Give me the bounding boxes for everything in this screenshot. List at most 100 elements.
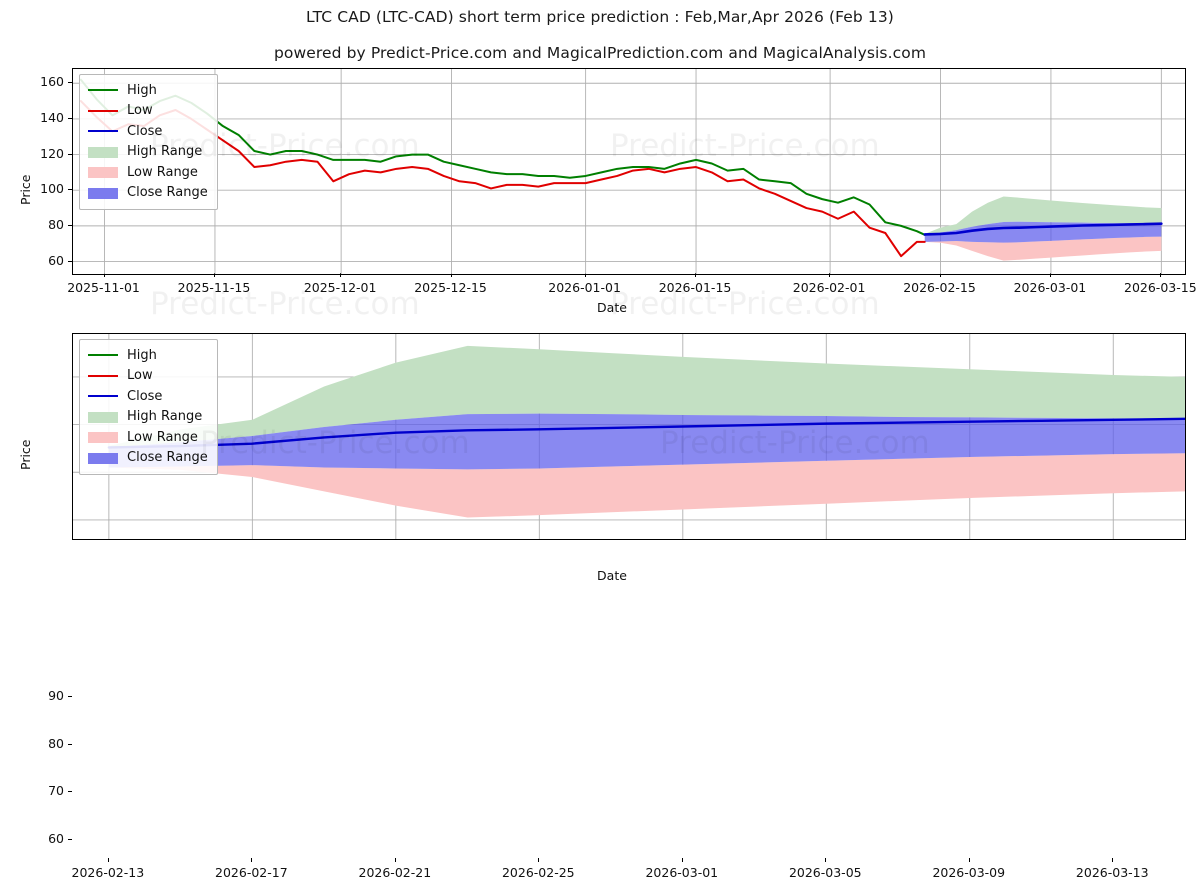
top-chart-x-tick-mark [450, 273, 452, 277]
bottom-chart-legend-item: Low [88, 366, 208, 387]
bottom-chart-y-tick-label: 70 [48, 783, 64, 799]
top-chart-x-tick-label: 2026-02-15 [903, 280, 976, 295]
bottom-chart-xlabel: Date [597, 568, 627, 583]
bottom-chart-x-tick-mark [394, 858, 396, 862]
bottom-chart-legend-item: Close [88, 386, 208, 407]
top-chart-legend-item: High [88, 80, 208, 101]
top-chart-x-tick-label: 2025-12-01 [303, 280, 377, 295]
top-chart-y-tick-label: 120 [40, 145, 64, 161]
bottom-chart-x-tick-mark [251, 858, 253, 862]
top-chart-legend-item: Close [88, 121, 208, 142]
legend-label: Close [127, 123, 163, 139]
top-chart-x-tick-label: 2026-02-01 [792, 280, 866, 295]
legend-swatch-high-icon [88, 83, 118, 97]
top-chart-y-tick-mark [68, 153, 72, 155]
top-chart-legend-item: Close Range [88, 183, 208, 204]
top-chart-svg [73, 69, 1185, 274]
top-chart-x-tick-mark [103, 273, 105, 277]
bottom-chart-y-tick-label: 90 [48, 687, 64, 703]
top-chart-y-tick-label: 60 [48, 252, 64, 268]
bottom-chart-x-tick-mark [1112, 858, 1114, 862]
top-chart-y-tick-mark [68, 189, 72, 191]
top-chart-x-tick-mark [1049, 273, 1052, 277]
bottom-chart-legend-item: Close Range [88, 448, 208, 469]
top-chart-x-tick-mark [584, 273, 586, 277]
bottom-chart-x-tick-mark [968, 858, 970, 862]
bottom-chart-y-tick-mark [68, 743, 72, 745]
legend-label: High Range [127, 144, 203, 160]
bottom-chart-x-tick-label: 2026-02-25 [501, 865, 575, 880]
bottom-chart-x-tick-label: 2026-03-01 [645, 865, 719, 880]
bottom-chart-y-tick-mark [68, 791, 72, 793]
bottom-chart-y-tick-mark [68, 838, 72, 841]
page-subtitle: powered by Predict-Price.com and Magical… [273, 44, 927, 62]
legend-label: High [127, 82, 157, 98]
bottom-chart-x-tick-label: 2026-03-13 [1075, 865, 1149, 880]
top-chart-y-tick-label: 100 [40, 181, 64, 197]
top-chart-plot-area [72, 68, 1186, 275]
legend-swatch-close-icon [88, 124, 118, 138]
top-chart-y-tick-mark [68, 117, 72, 119]
top-chart-xlabel: Date [597, 300, 627, 315]
bottom-chart-x-tick-label: 2026-02-13 [71, 865, 145, 880]
legend-label: Close Range [127, 185, 208, 201]
top-chart-legend-item: Low [88, 101, 208, 122]
legend-label: High [127, 347, 157, 363]
top-chart-x-tick-label: 2025-11-01 [67, 280, 140, 295]
bottom-chart-ylabel: Price [18, 439, 33, 471]
bottom-chart-x-tick-mark [681, 858, 683, 862]
top-chart-x-tick-mark [1160, 273, 1162, 277]
legend-swatch-close-icon [88, 389, 118, 403]
top-chart-y-tick-label: 80 [48, 216, 64, 232]
top-chart-x-tick-label: 2026-03-01 [1013, 280, 1087, 295]
bottom-chart-x-tick-label: 2026-02-21 [358, 865, 432, 880]
top-chart-x-tick-mark [213, 273, 216, 277]
top-chart-y-tick-mark [68, 224, 72, 226]
top-chart: Price 60 80 100 120 140 160 2025-11-01 2025-11… [0, 0, 1200, 320]
top-chart-x-tick-label: 2025-12-15 [414, 280, 487, 295]
legend-swatch-low-icon [88, 104, 118, 118]
legend-swatch-low-icon [88, 369, 118, 383]
bottom-chart-x-tick-label: 2026-03-05 [788, 865, 862, 880]
top-chart-x-tick-mark [829, 273, 831, 277]
bottom-chart-x-tick-mark [107, 858, 109, 862]
top-chart-x-tick-mark [695, 273, 697, 277]
legend-swatch-high-range-icon [88, 410, 118, 424]
top-chart-x-tick-label: 2026-01-15 [658, 280, 732, 295]
bottom-chart: Price 60 70 80 90 2026-02-13 2026-02-17 2026-… [0, 320, 1200, 880]
legend-label: Low Range [127, 429, 198, 445]
legend-label: Low [127, 103, 153, 119]
top-chart-y-tick-label: 140 [40, 109, 64, 125]
page-title: LTC CAD (LTC-CAD) short term price predi… [306, 8, 894, 26]
bottom-chart-x-tick-mark [538, 858, 540, 862]
top-chart-legend: High Low Close High Range Low Range Close Ran… [79, 74, 218, 210]
bottom-chart-y-tick-label: 60 [48, 830, 64, 846]
top-chart-y-tick-mark [68, 82, 72, 84]
bottom-chart-legend: High Low Close High Range Low Range Close Ran… [79, 339, 218, 475]
legend-swatch-low-range-icon [88, 165, 118, 179]
top-chart-x-tick-mark [340, 273, 342, 277]
legend-label: Close Range [127, 450, 208, 466]
top-chart-x-tick-label: 2026-03-15 [1124, 280, 1197, 295]
bottom-chart-x-tick-mark [825, 858, 827, 862]
top-chart-legend-item: High Range [88, 142, 208, 163]
legend-swatch-close-range-icon [88, 451, 118, 465]
bottom-chart-x-tick-label: 2026-03-09 [932, 865, 1006, 880]
legend-swatch-high-range-icon [88, 145, 118, 159]
top-chart-y-tick-mark [68, 260, 72, 262]
legend-label: Close [127, 388, 163, 404]
top-chart-legend-item: Low Range [88, 162, 208, 183]
legend-swatch-low-range-icon [88, 430, 118, 444]
bottom-chart-plot-area [72, 333, 1186, 540]
bottom-chart-legend-item: Low Range [88, 427, 208, 448]
legend-swatch-high-icon [88, 348, 118, 362]
legend-label: Low [127, 368, 153, 384]
bottom-chart-y-tick-label: 80 [48, 735, 64, 751]
top-chart-y-tick-label: 160 [40, 74, 64, 90]
bottom-chart-svg [73, 334, 1185, 539]
bottom-chart-x-tick-label: 2026-02-17 [215, 865, 288, 880]
top-chart-x-tick-label: 2025-11-15 [177, 280, 251, 295]
bottom-chart-legend-item: High Range [88, 407, 208, 428]
legend-label: Low Range [127, 164, 198, 180]
